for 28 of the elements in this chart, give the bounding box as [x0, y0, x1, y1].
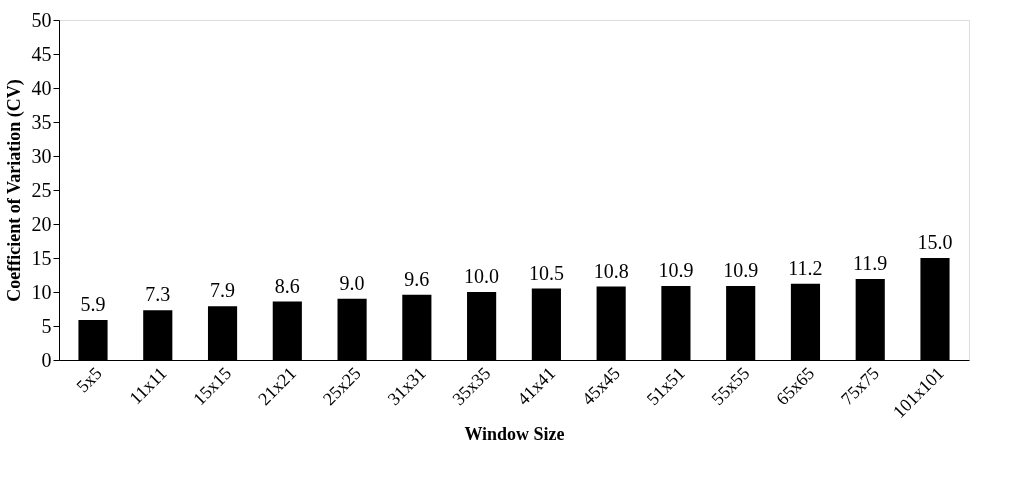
- data-label: 10.0: [464, 265, 500, 287]
- data-label: 10.9: [723, 258, 759, 281]
- data-label: 5.9: [80, 292, 106, 315]
- data-label: 10.5: [528, 261, 564, 284]
- y-tick-label: 0: [41, 348, 52, 371]
- data-label: 15.0: [917, 231, 953, 253]
- y-tick-label: 25: [31, 178, 52, 201]
- y-tick-label: 45: [31, 42, 52, 65]
- y-tick-label: 10: [31, 280, 52, 303]
- y-tick-label: 40: [31, 76, 52, 99]
- data-label: 8.6: [274, 274, 300, 297]
- y-tick-label: 20: [31, 212, 52, 235]
- data-label: 7.9: [210, 279, 236, 302]
- y-tick-label: 15: [31, 246, 52, 269]
- y-tick-label: 5: [41, 314, 52, 337]
- x-axis-title: Window Size: [464, 423, 565, 444]
- data-label: 11.9: [853, 252, 888, 275]
- data-label: 9.0: [339, 271, 365, 294]
- y-axis-title: Coefficient of Variation (CV): [3, 79, 25, 302]
- data-label: 11.2: [788, 256, 823, 279]
- y-tick-label: 30: [31, 144, 52, 167]
- data-label: 9.6: [404, 267, 430, 290]
- data-label: 10.9: [658, 258, 694, 281]
- x-tick-label: 5x5: [72, 363, 106, 397]
- y-tick-label: 35: [31, 110, 52, 133]
- data-label: 10.8: [593, 259, 629, 282]
- y-tick-label: 50: [31, 8, 52, 31]
- data-label: 7.3: [145, 283, 171, 306]
